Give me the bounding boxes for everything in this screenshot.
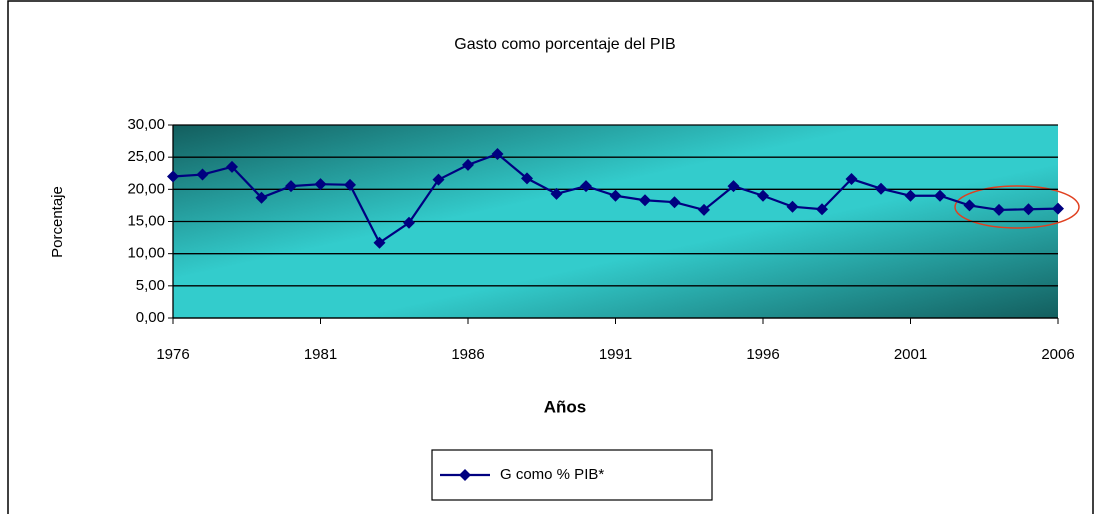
data-point bbox=[816, 203, 828, 216]
y-axis-title: Porcentaje bbox=[49, 186, 66, 258]
data-point bbox=[285, 180, 297, 193]
data-point bbox=[934, 189, 946, 202]
data-point bbox=[167, 170, 179, 183]
legend-marker bbox=[459, 469, 471, 481]
y-tick-label: 15,00 bbox=[127, 212, 165, 229]
x-tick-label: 2001 bbox=[894, 346, 927, 363]
data-point bbox=[580, 180, 592, 193]
data-point bbox=[993, 203, 1005, 216]
data-point bbox=[521, 172, 533, 185]
data-point bbox=[373, 236, 386, 249]
data-point bbox=[963, 199, 976, 212]
data-point bbox=[757, 189, 769, 202]
data-point bbox=[727, 180, 740, 193]
data-point bbox=[698, 203, 710, 216]
x-axis-title: Años bbox=[544, 397, 587, 416]
legend-label: G como % PIB* bbox=[500, 466, 604, 483]
data-point bbox=[668, 196, 681, 209]
x-tick-label: 1991 bbox=[599, 346, 632, 363]
y-tick-label: 5,00 bbox=[136, 277, 165, 294]
x-tick-label: 1981 bbox=[304, 346, 337, 363]
data-point bbox=[344, 178, 356, 191]
data-point bbox=[550, 187, 563, 200]
data-point bbox=[255, 191, 268, 204]
y-tick-label: 10,00 bbox=[127, 245, 165, 262]
data-point bbox=[1022, 203, 1035, 216]
highlight-ellipse bbox=[954, 185, 1080, 229]
legend: G como % PIB* bbox=[431, 449, 713, 501]
x-tick-label: 1996 bbox=[746, 346, 779, 363]
data-point bbox=[196, 168, 209, 181]
data-point bbox=[904, 189, 917, 202]
data-point bbox=[491, 147, 504, 160]
data-point bbox=[226, 160, 238, 173]
y-tick-label: 25,00 bbox=[127, 148, 165, 165]
data-point bbox=[432, 173, 445, 186]
data-point bbox=[786, 200, 799, 213]
data-point bbox=[314, 178, 327, 191]
x-tick-label: 1976 bbox=[156, 346, 189, 363]
x-tick-label: 1986 bbox=[451, 346, 484, 363]
data-point bbox=[1052, 202, 1064, 215]
data-point bbox=[462, 158, 474, 171]
data-point bbox=[875, 182, 887, 195]
x-tick-label: 2006 bbox=[1041, 346, 1074, 363]
data-point bbox=[639, 194, 651, 207]
y-tick-label: 30,00 bbox=[127, 116, 165, 133]
data-point bbox=[403, 216, 415, 229]
y-tick-label: 0,00 bbox=[136, 309, 165, 326]
data-point bbox=[845, 173, 858, 186]
data-point bbox=[609, 189, 622, 202]
y-tick-label: 20,00 bbox=[127, 180, 165, 197]
chart-title: Gasto como porcentaje del PIB bbox=[454, 36, 675, 53]
